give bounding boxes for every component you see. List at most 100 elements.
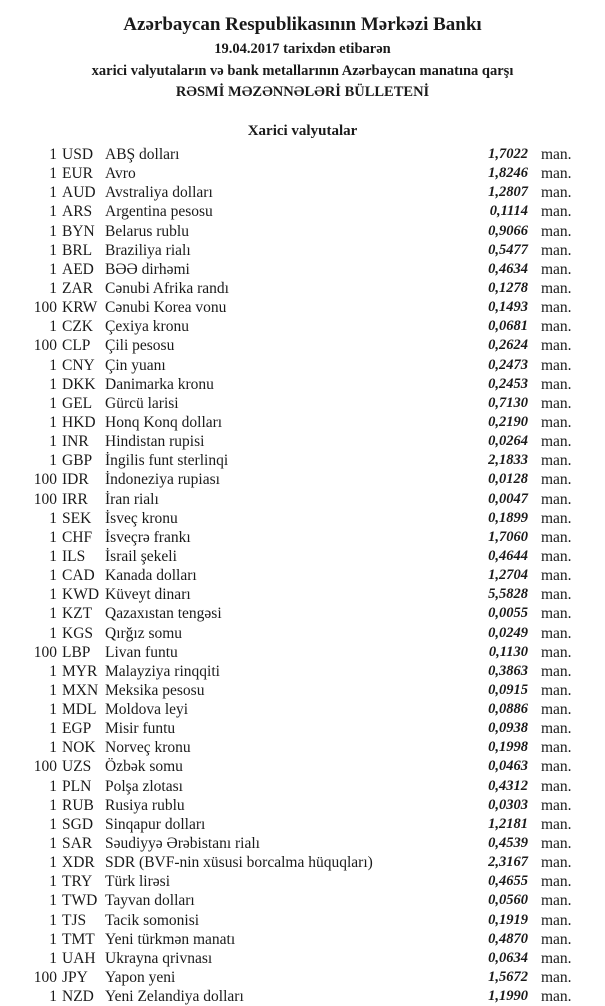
rate-row: 1 SGD Sinqapur dolları 1,2181 man. [0, 815, 605, 834]
currency-unit-label: man. [541, 720, 572, 738]
unit-count: 1 [49, 739, 57, 757]
currency-name: Yeni türkmən manatı [105, 930, 236, 948]
currency-name: İngilis funt sterlinqi [105, 452, 229, 470]
unit-count: 1 [49, 777, 57, 795]
currency-name: Rusiya rublu [105, 796, 185, 814]
rate-row: 1 ARS Argentina pesosu 0,1114 man. [0, 202, 605, 221]
bulletin-title: RƏSMİ MƏZƏNNƏLƏRİ BÜLLETENİ [175, 84, 430, 100]
currency-code: USD [62, 146, 94, 163]
exchange-rate: 1,7022 [488, 146, 528, 162]
unit-count: 1 [49, 146, 57, 163]
currency-code: PLN [62, 777, 92, 795]
exchange-rate: 0,2453 [488, 375, 528, 392]
rate-row: 1 GBP İngilis funt sterlinqi 2,1833 man. [0, 451, 605, 470]
rate-row: 1 KGS Qırğız somu 0,0249 man. [0, 624, 605, 643]
rate-row: 100 UZS Özbək somu 0,0463 man. [0, 757, 605, 776]
exchange-rate: 0,1919 [488, 911, 528, 928]
rate-row: 1 AED BƏƏ dirhəmi 0,4634 man. [0, 260, 605, 279]
currency-code: UAH [62, 949, 96, 967]
currency-name: Yapon yeni [105, 969, 176, 987]
currency-code: ARS [62, 203, 93, 221]
currency-unit-label: man. [541, 203, 572, 221]
currency-unit-label: man. [541, 241, 572, 259]
unit-count: 100 [33, 471, 57, 489]
currency-name: Çin yuanı [105, 356, 166, 374]
currency-code: CHF [62, 528, 93, 546]
currency-code: CLP [62, 337, 91, 355]
rate-row: 1 UAH Ukrayna qrivnası 0,0634 man. [0, 949, 605, 968]
currency-code: HKD [62, 413, 96, 431]
unit-count: 1 [49, 241, 57, 259]
rate-row: 1 MYR Malayziya rinqqiti 0,3863 man. [0, 662, 605, 681]
currency-code: EGP [62, 720, 92, 738]
currency-code: SEK [62, 509, 92, 527]
currency-name: Norveç kronu [105, 739, 191, 757]
currency-name: Misir funtu [105, 720, 176, 738]
currency-name: Ukrayna qrivnası [105, 949, 213, 967]
exchange-rate: 0,4634 [488, 260, 528, 277]
exchange-rate: 0,2624 [488, 337, 528, 354]
currency-name: Argentina pesosu [105, 203, 213, 221]
exchange-rate: 0,0634 [488, 949, 528, 966]
currency-code: XDR [62, 854, 95, 872]
unit-count: 100 [33, 299, 57, 317]
currency-unit-label: man. [541, 165, 572, 183]
currency-code: TRY [62, 873, 93, 891]
rate-row: 100 LBP Livan funtu 0,1130 man. [0, 643, 605, 662]
currency-unit-label: man. [541, 260, 572, 278]
rate-row: 1 TMT Yeni türkmən manatı 0,4870 man. [0, 930, 605, 949]
currency-unit-label: man. [541, 299, 572, 317]
currency-code: TJS [62, 911, 87, 929]
exchange-rate: 0,5477 [488, 241, 528, 258]
currency-name: Özbək somu [105, 758, 183, 776]
currency-code: KGS [62, 624, 94, 642]
exchange-rate: 1,5672 [488, 969, 528, 986]
currency-name: İsveç kronu [105, 509, 178, 527]
effective-date: 19.04.2017 tarixdən etibarən [214, 41, 391, 57]
currency-unit-label: man. [541, 528, 572, 546]
currency-code: AUD [62, 184, 96, 202]
currency-name: Hindistan rupisi [105, 433, 205, 451]
rate-row: 100 IRR İran rialı 0,0047 man. [0, 490, 605, 509]
unit-count: 1 [49, 279, 57, 297]
exchange-rate: 1,2807 [488, 184, 528, 201]
currency-code: IRR [62, 490, 88, 508]
currency-code: SAR [62, 835, 93, 853]
rate-row: 1 SEK İsveç kronu 0,1899 man. [0, 509, 605, 528]
currency-unit-label: man. [541, 375, 572, 393]
currency-code: JPY [62, 969, 88, 987]
currency-name: Çili pesosu [105, 337, 175, 355]
exchange-rate: 0,0055 [488, 605, 528, 622]
currency-unit-label: man. [541, 567, 572, 585]
exchange-rate: 1,1990 [488, 988, 528, 1005]
exchange-rate: 0,7130 [488, 394, 528, 411]
unit-count: 100 [33, 490, 57, 508]
rate-row: 1 USD ABŞ dolları 1,7022 man. [0, 145, 605, 164]
currency-unit-label: man. [541, 222, 572, 240]
currency-code: ILS [62, 547, 86, 565]
currency-unit-label: man. [541, 318, 572, 336]
rate-row: 1 BYN Belarus rublu 0,9066 man. [0, 222, 605, 241]
exchange-rate: 0,4312 [488, 777, 528, 794]
currency-code: KZT [62, 605, 93, 623]
currency-code: BRL [62, 241, 93, 259]
unit-count: 100 [33, 969, 57, 987]
rate-row: 1 MDL Moldova leyi 0,0886 man. [0, 700, 605, 719]
unit-count: 1 [49, 930, 57, 948]
unit-count: 1 [49, 165, 57, 183]
exchange-rate: 2,3167 [488, 854, 528, 871]
rate-row: 1 TRY Türk lirəsi 0,4655 man. [0, 872, 605, 891]
rate-row: 1 KZT Qazaxıstan tengəsi 0,0055 man. [0, 604, 605, 623]
currency-name: Qırğız somu [105, 624, 183, 642]
rate-row: 1 NOK Norveç kronu 0,1998 man. [0, 738, 605, 757]
currency-code: RUB [62, 796, 94, 814]
unit-count: 1 [49, 854, 57, 872]
unit-count: 1 [49, 203, 57, 221]
exchange-rate: 1,2181 [488, 815, 528, 832]
rate-row: 1 MXN Meksika pesosu 0,0915 man. [0, 681, 605, 700]
exchange-rate: 0,0463 [488, 758, 528, 775]
exchange-rate: 0,0915 [488, 681, 528, 698]
currency-unit-label: man. [541, 146, 572, 163]
exchange-rate: 0,9066 [488, 222, 528, 239]
currency-code: KWD [62, 586, 100, 604]
